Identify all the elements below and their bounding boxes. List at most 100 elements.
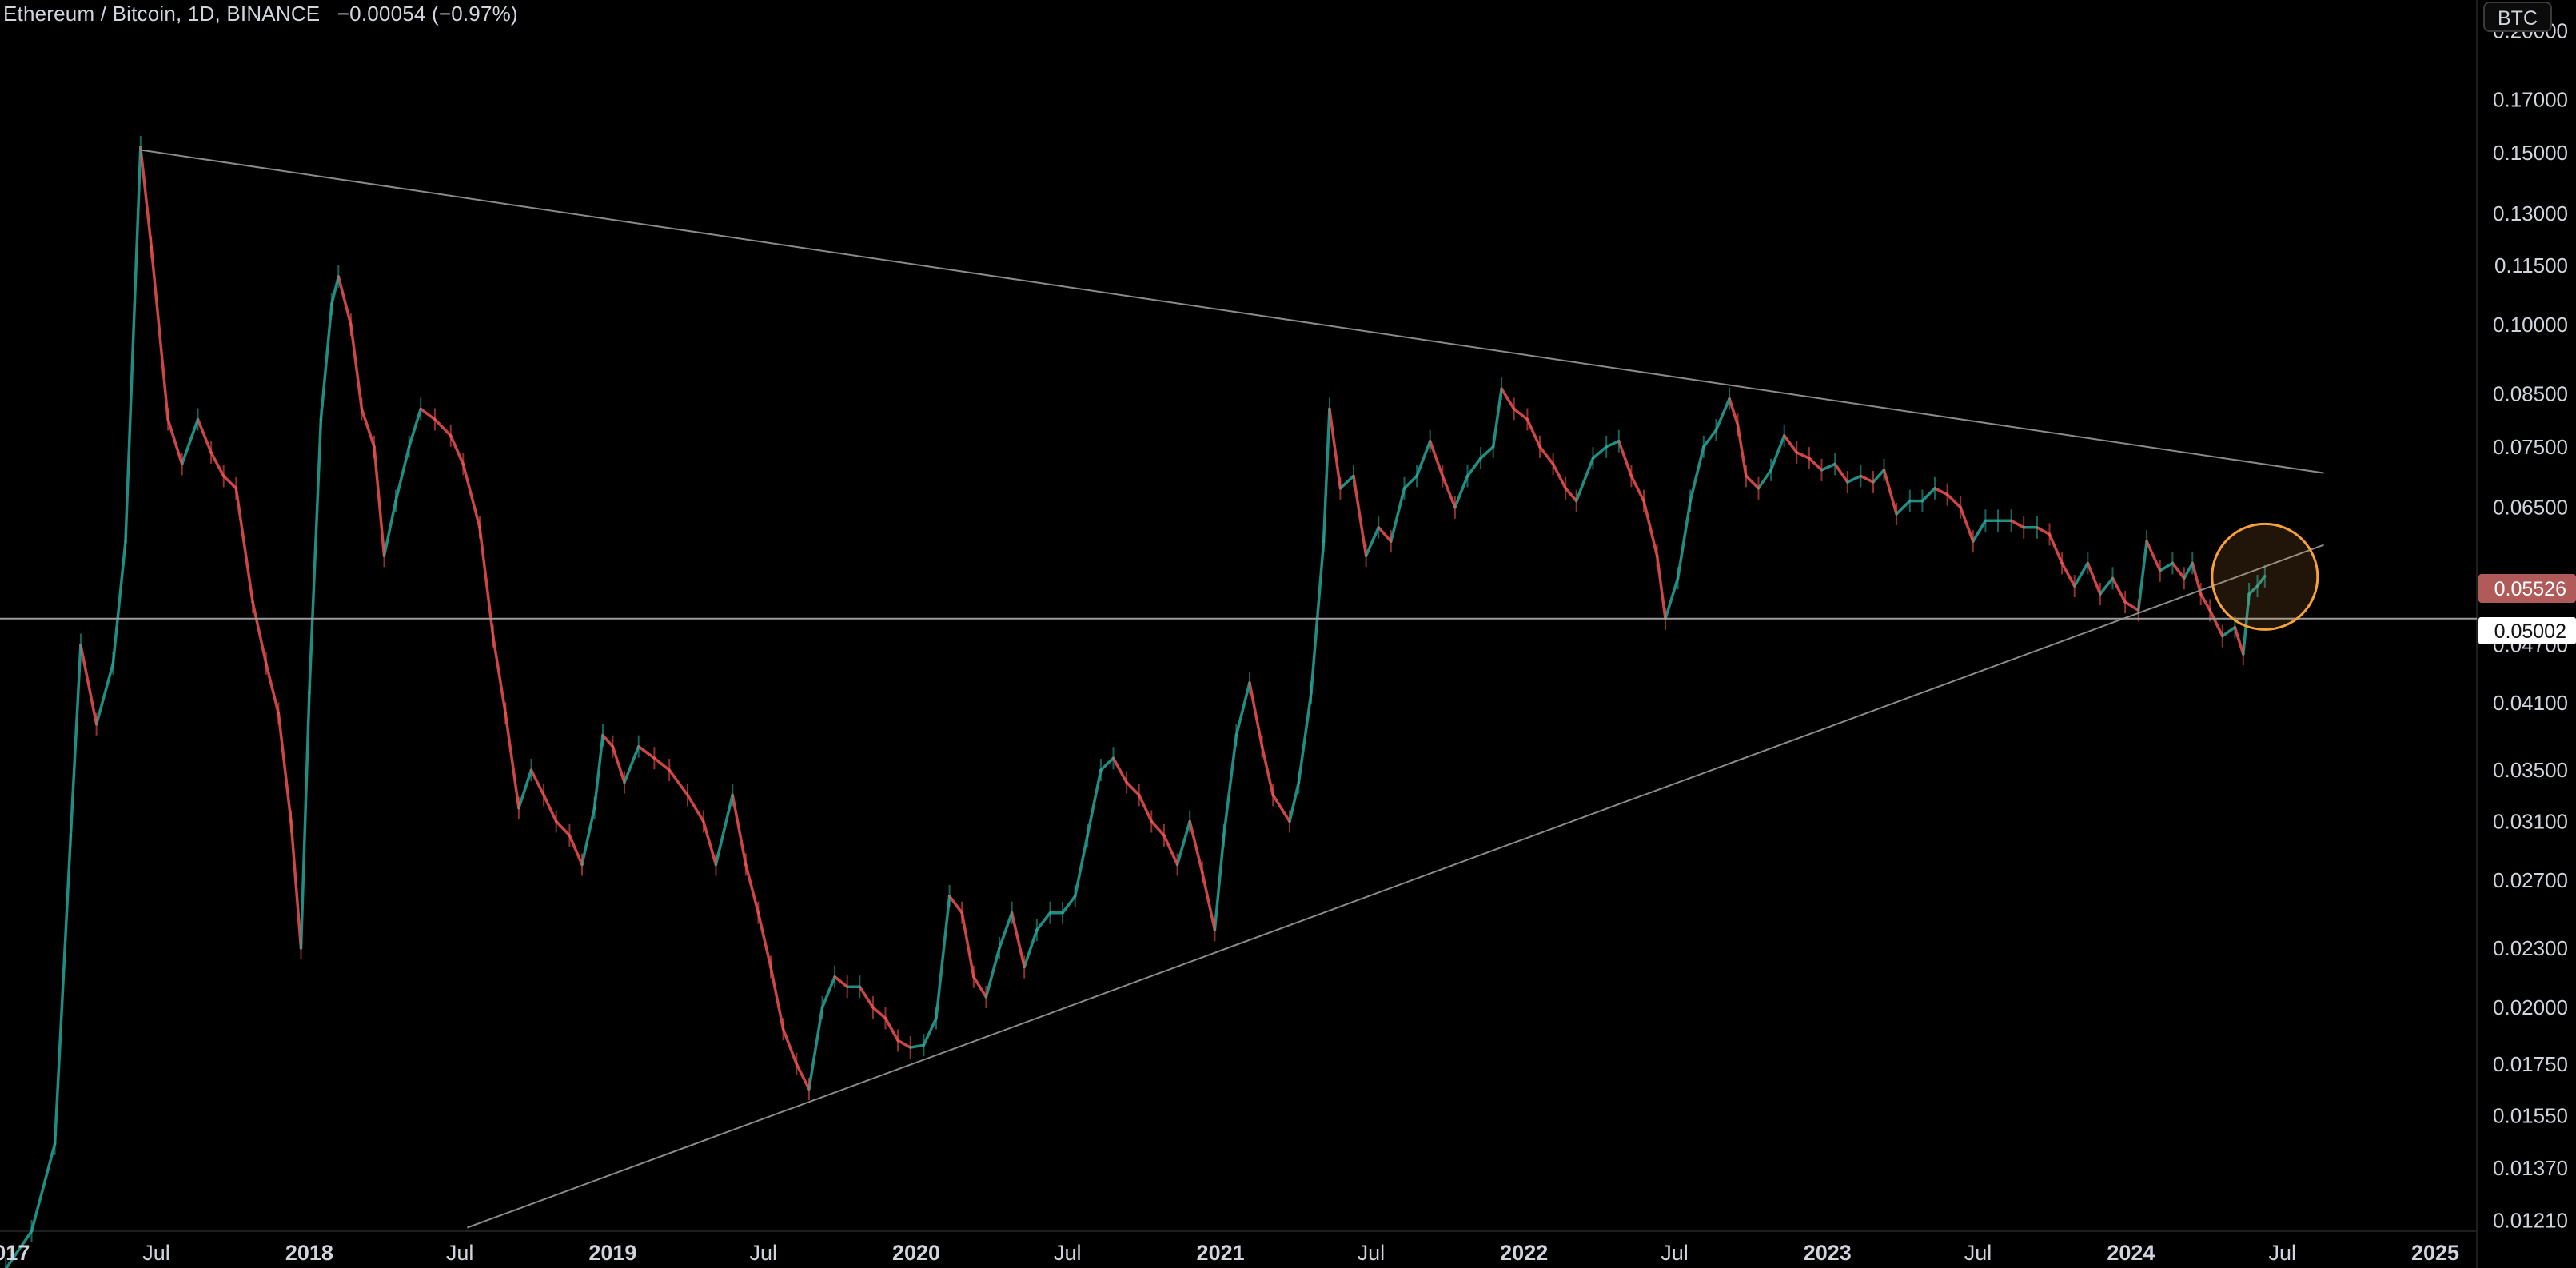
price-segment [1972,519,1988,543]
price-segment [139,146,154,249]
price-segment [394,445,411,503]
price-segment [330,275,341,305]
lower-trendline[interactable] [467,544,2324,1229]
price-segment [1297,691,1313,784]
y-tick-label: 0.01370 [2493,1156,2568,1180]
price-segment [1833,462,1849,484]
x-tick-label: Jul [2268,1241,2296,1265]
price-segment [2247,584,2259,596]
price-segment [1402,474,1418,490]
price-change: −0.00054 (−0.97%) [337,2,518,26]
price-segment [308,417,323,695]
price-segment [702,819,718,867]
price-segment [947,895,963,915]
price-segment [1271,793,1291,823]
price-segment [668,768,689,797]
price-segment [1564,487,1578,503]
price-segment [1035,911,1052,932]
price-segment [756,911,772,969]
price-segment [1945,492,1962,509]
price-segment [289,819,303,950]
price-segment [1757,469,1772,490]
price-segment [1617,439,1633,478]
price-segment [251,600,268,665]
price-segment [1574,457,1595,503]
price-segment [2171,561,2186,580]
price-segment [1465,457,1482,478]
price-segment [319,302,333,421]
highlight-circle[interactable] [2211,522,2319,631]
price-segment [166,417,184,466]
price-segment [1605,439,1621,449]
price-segment [652,756,671,772]
price-segment [1882,469,1898,516]
price-segment [1538,445,1555,466]
price-segment [1260,744,1274,797]
price-segment [960,911,975,979]
price-segment [601,733,615,748]
highlight-circle-shape[interactable] [2211,522,2319,631]
price-segment [373,445,386,557]
price-segment [349,323,364,411]
price-segment [504,712,520,810]
price-segment [1676,499,1692,580]
price-segment [1795,451,1811,460]
price-segment [196,417,213,454]
price-segment [2183,561,2195,580]
price-segment [2221,625,2237,638]
horizontal-level-label-bg [2478,617,2576,644]
price-segment [1769,434,1786,472]
price-segment [1702,429,1718,449]
y-tick-label: 0.11500 [2494,253,2568,277]
price-segment [150,245,169,421]
price-segment [1061,895,1077,915]
price-segment [1920,487,1936,503]
price-segment [592,733,604,810]
price-segment [209,451,225,478]
price-segment [529,768,545,797]
x-tick-label: 2020 [892,1241,940,1265]
trendlines[interactable] [140,149,2324,1229]
time-axis[interactable]: 2017 Jul 2018 Jul 2019 Jul 2020 Jul 2021 Jul 2022 J… [0,1241,2459,1265]
price-segment [1352,474,1368,557]
price-segment [1846,474,1863,484]
price-segment [1820,462,1836,472]
price-segment [1099,756,1115,772]
price-segment [1895,499,1912,516]
price-segment [1222,733,1238,837]
y-tick-label: 0.01210 [2493,1209,2568,1233]
y-tick-label: 0.15000 [2493,141,2568,165]
price-segment [2233,625,2245,656]
y-tick-label: 0.02700 [2493,868,2568,892]
x-tick-label: 2023 [1804,1241,1852,1265]
symbol-legend[interactable]: Ethereum / Bitcoin, 1D, BINANCE −0.00054… [3,2,518,26]
price-segment [1137,793,1154,823]
price-segment [2242,592,2251,656]
price-segment [714,793,734,867]
price-segment [360,407,376,449]
price-segment [554,819,572,837]
price-segment [124,146,142,543]
price-segment [623,744,640,784]
price-segment [2111,576,2127,604]
x-tick-label: Jul [1358,1241,1386,1265]
price-segment [611,744,626,784]
price-segment [1551,462,1567,490]
current-price-label-bg [2478,574,2576,603]
y-tick-label: 0.08500 [2493,381,2568,405]
upper-trendline[interactable] [140,149,2324,474]
price-segment [1500,387,1516,411]
y-tick-label: 0.10000 [2493,313,2568,337]
price-segment [858,985,875,1009]
price-segment [53,834,73,1146]
x-tick-label: 2019 [588,1241,636,1265]
price-segment [686,793,705,823]
price-segment [1188,819,1204,874]
y-tick-label: 0.04100 [2493,691,2568,715]
currency-badge[interactable]: BTC [2483,2,2552,32]
symbol-title[interactable]: Ethereum / Bitcoin, 1D, BINANCE [3,2,321,26]
price-segment [2009,519,2025,529]
price-segment [299,691,311,950]
price-segment [1782,434,1799,454]
